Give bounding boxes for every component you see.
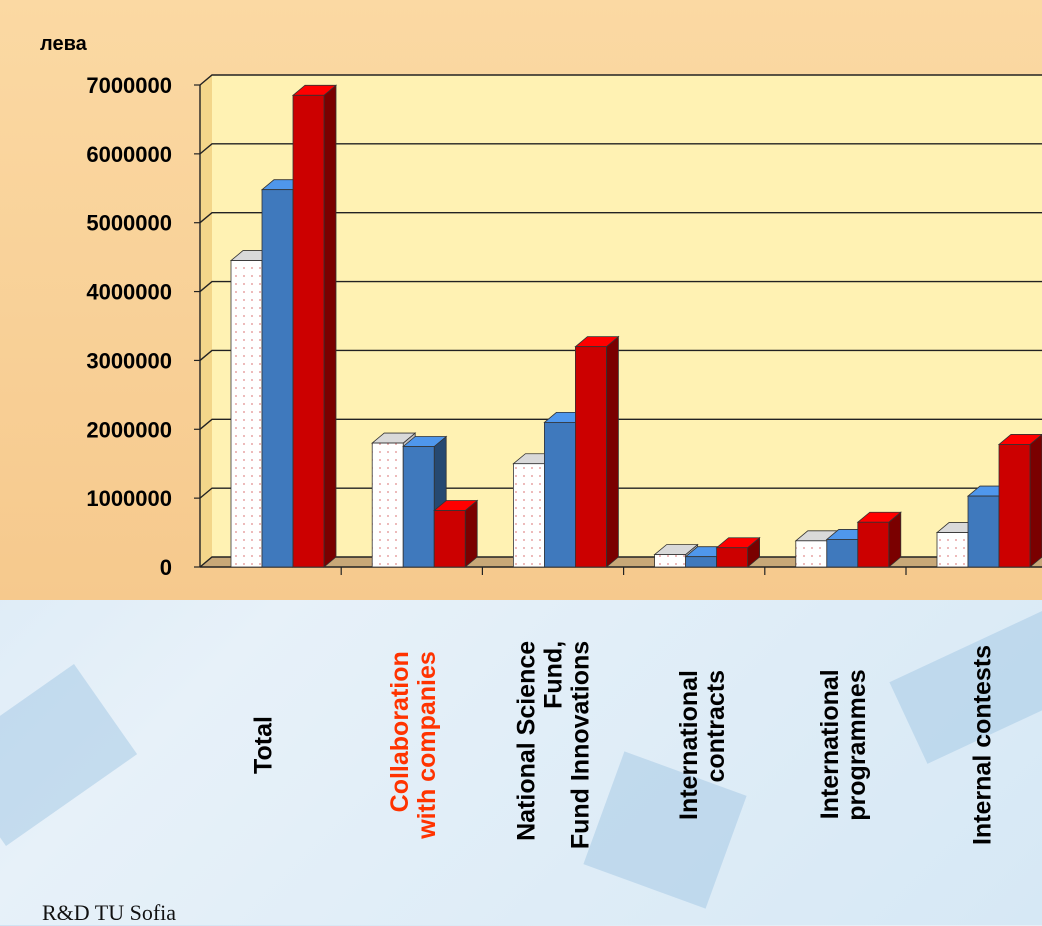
bar bbox=[857, 521, 890, 568]
background-shape bbox=[0, 664, 138, 846]
gridline bbox=[199, 349, 1042, 361]
x-tick-label: National Science Fund, Fund Innovations bbox=[512, 640, 595, 850]
x-tick-label: International programmes bbox=[816, 669, 871, 821]
x-tick-label: International contracts bbox=[675, 669, 730, 821]
bar bbox=[936, 532, 969, 568]
x-tick-label: Collaboration with companies bbox=[386, 651, 441, 839]
bar-side bbox=[323, 84, 337, 568]
x-tick-label: Internal contests bbox=[968, 644, 997, 846]
y-tick-label: 3000000 bbox=[86, 348, 172, 373]
bar bbox=[998, 444, 1031, 568]
gridline bbox=[199, 74, 1042, 86]
bar bbox=[371, 442, 404, 568]
y-tick-label: 6000000 bbox=[86, 142, 172, 167]
bar bbox=[261, 189, 294, 568]
plot-side-wall bbox=[200, 75, 212, 567]
bar bbox=[795, 540, 828, 568]
x-tick-label: Total bbox=[249, 716, 278, 774]
bar bbox=[685, 556, 717, 568]
chart-panel: 0 1000000 2000000 3000000 4000000 5000000 6000… bbox=[0, 0, 1042, 600]
bar bbox=[716, 547, 748, 568]
y-axis-unit-label: лева bbox=[40, 33, 88, 55]
plot-back-wall bbox=[212, 75, 1042, 557]
bar bbox=[402, 446, 435, 568]
bar-side bbox=[464, 499, 478, 568]
bar bbox=[826, 539, 859, 568]
y-tick-label: 4000000 bbox=[86, 280, 172, 305]
gridline bbox=[199, 212, 1042, 224]
bar bbox=[967, 495, 1000, 568]
gridline bbox=[199, 556, 1042, 568]
footer-text: R&D TU Sofia bbox=[42, 900, 177, 925]
gridline bbox=[199, 143, 1042, 155]
bar bbox=[654, 554, 686, 568]
y-tick-label: 2000000 bbox=[86, 417, 172, 442]
y-tick-label: 7000000 bbox=[86, 73, 172, 98]
y-tick-label: 5000000 bbox=[86, 211, 172, 236]
bar bbox=[544, 421, 576, 568]
bar-side bbox=[606, 335, 619, 568]
y-tick-label: 1000000 bbox=[86, 486, 172, 511]
gridline bbox=[199, 280, 1042, 293]
gridline bbox=[199, 487, 1042, 499]
bar-chart: 0 1000000 2000000 3000000 4000000 5000000 6000… bbox=[40, 33, 1042, 580]
bar bbox=[575, 346, 607, 568]
background-shape bbox=[889, 606, 1042, 764]
bar bbox=[513, 463, 545, 568]
bar bbox=[292, 94, 325, 568]
bar bbox=[230, 260, 263, 568]
bar bbox=[433, 510, 466, 568]
bar-side bbox=[1029, 433, 1042, 568]
gridline bbox=[199, 418, 1042, 430]
y-tick-label: 0 bbox=[160, 555, 172, 580]
